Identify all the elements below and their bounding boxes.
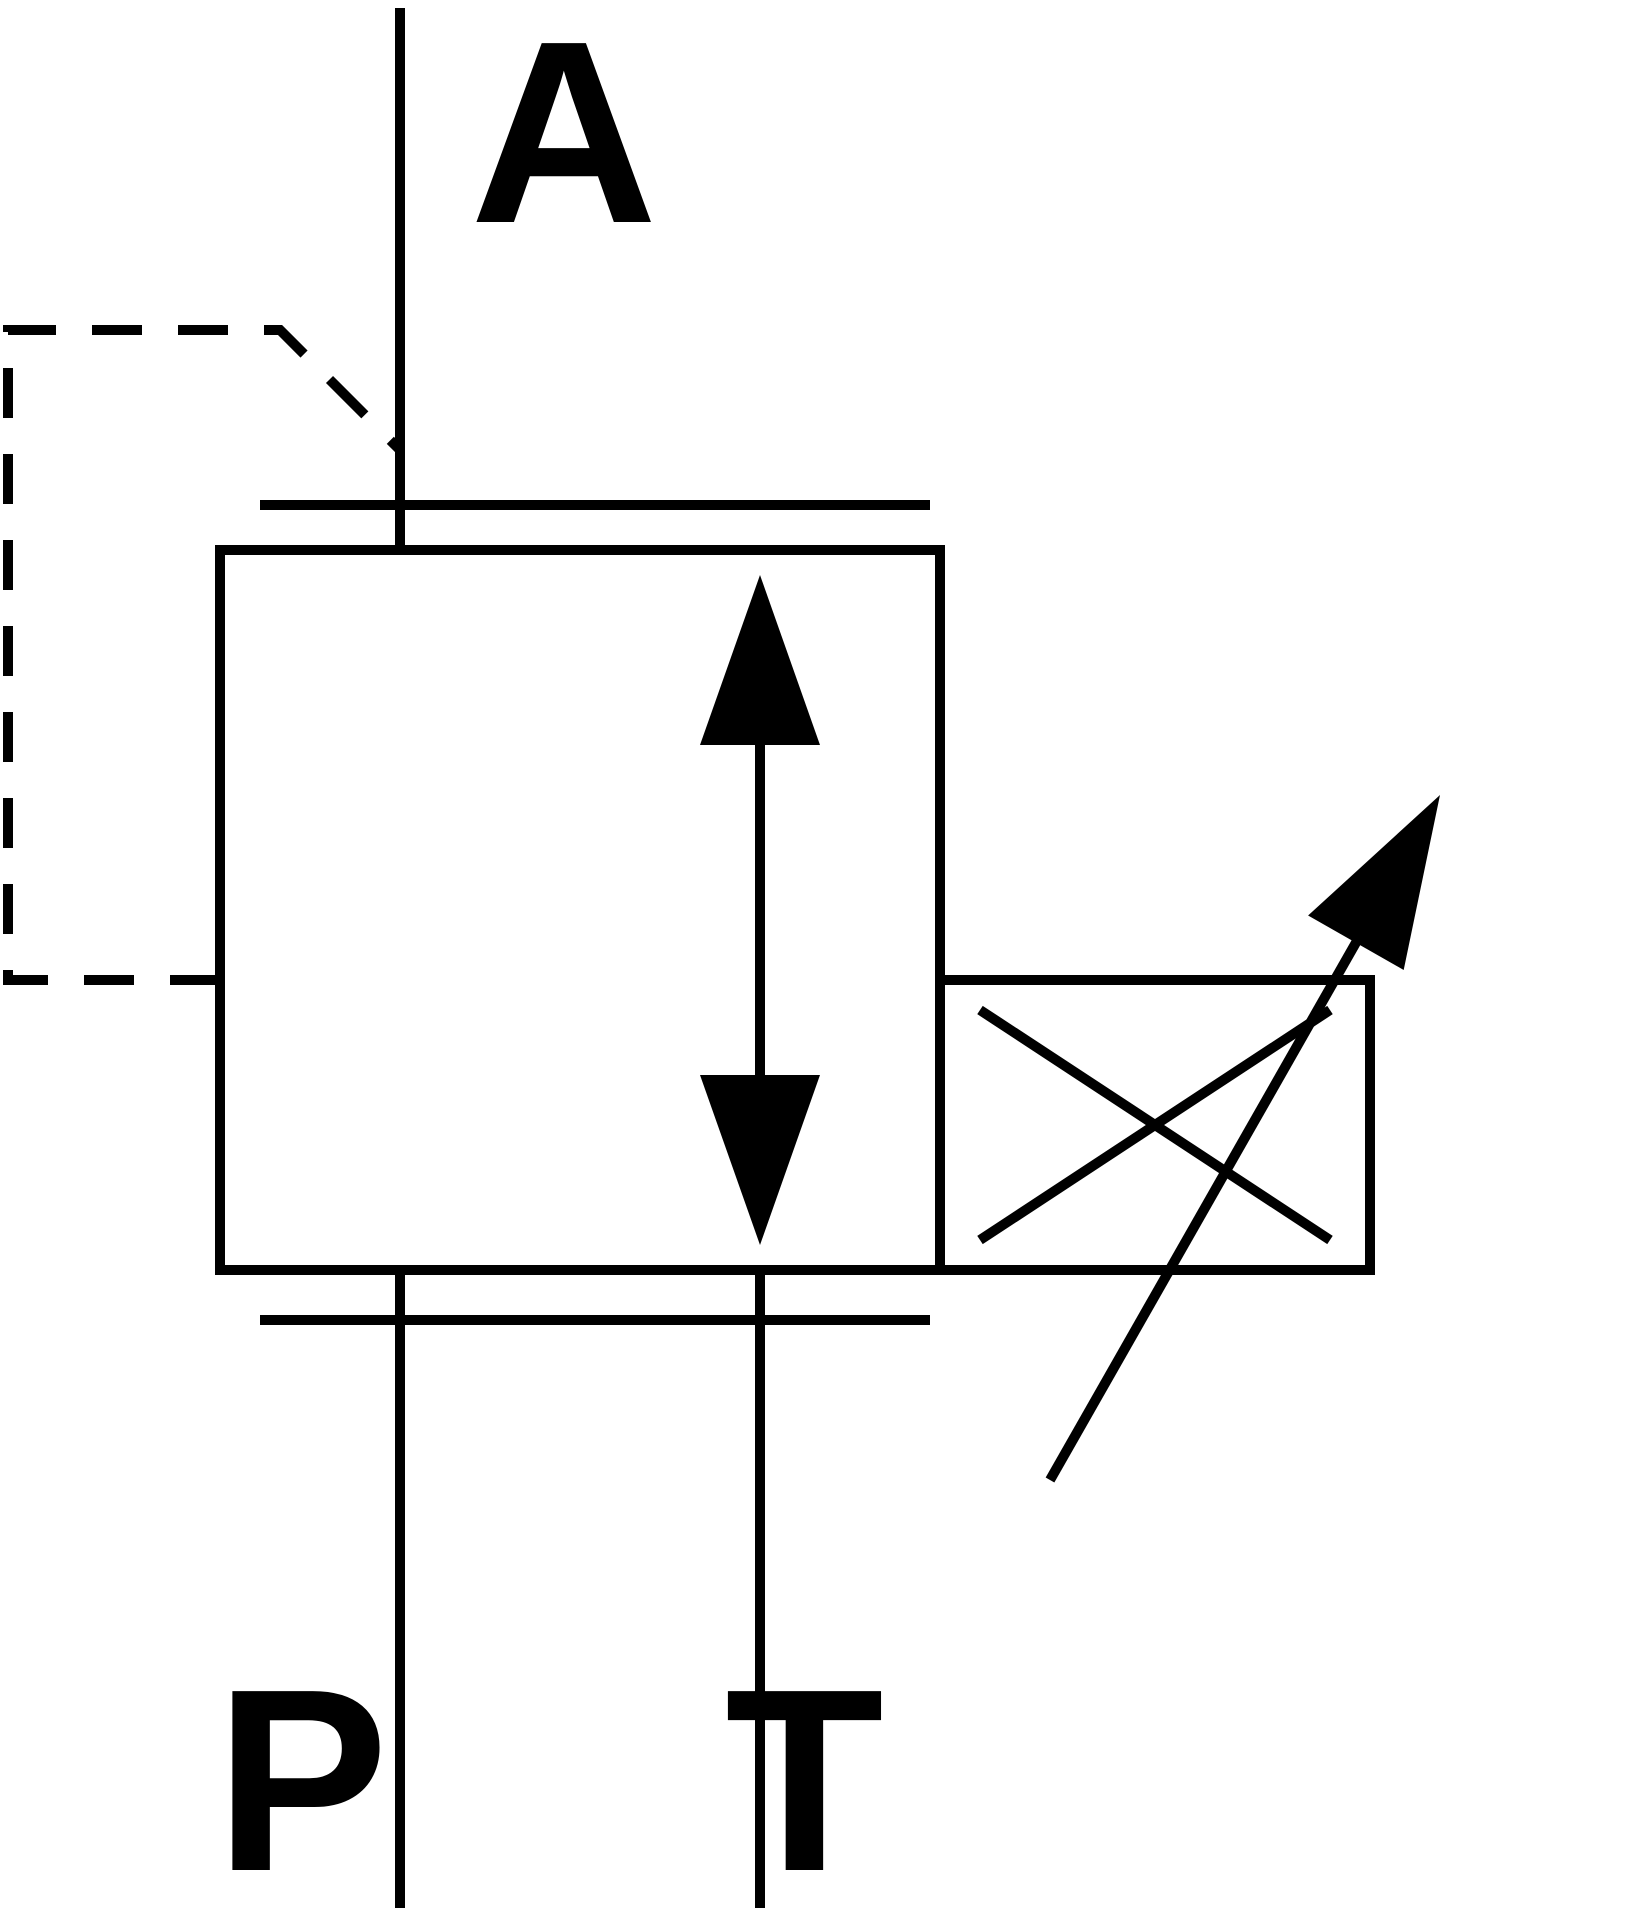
valve-body xyxy=(220,550,940,1270)
hydraulic-valve-schematic: A P T xyxy=(0,0,1628,1916)
port-label-t: T xyxy=(725,1636,884,1916)
port-label-a: A xyxy=(470,0,658,278)
port-label-p: P xyxy=(215,1636,388,1916)
